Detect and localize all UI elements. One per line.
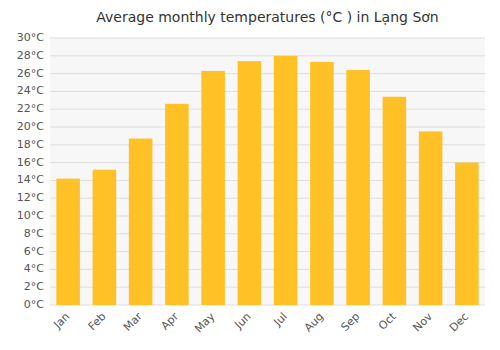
x-tick-label: Aug <box>302 310 326 334</box>
title: Average monthly temperatures (°C ) in Lạ… <box>96 9 438 25</box>
x-tick-label: Jan <box>50 310 72 332</box>
grid-line <box>50 73 485 74</box>
bars <box>56 56 478 305</box>
chart: 0°C 2°C 4°C 6°C 8°C 10°C 12°C 14°C 16°C 18°C 20°C 2… <box>0 0 500 350</box>
x-tick-label: Nov <box>410 310 435 335</box>
x-tick-label: Jul <box>271 310 290 329</box>
y-tick-label: 22°C <box>17 102 44 115</box>
y-tick-label: 4°C <box>24 262 44 275</box>
y-axis: 0°C 2°C 4°C 6°C 8°C 10°C 12°C 14°C 16°C 18°C 20°C 2… <box>17 31 485 311</box>
bar <box>201 71 225 305</box>
grid-line <box>50 38 485 39</box>
y-tick-label: 12°C <box>17 191 44 204</box>
y-tick-label: 30°C <box>17 31 44 44</box>
x-tick-label: Apr <box>158 310 181 333</box>
y-tick-label: 26°C <box>17 67 44 80</box>
bar <box>274 56 298 305</box>
grid-line <box>50 91 485 92</box>
bar <box>455 163 479 305</box>
bar <box>165 104 189 305</box>
bar <box>383 97 407 305</box>
y-tick-label: 6°C <box>24 245 44 258</box>
grid-line <box>50 127 485 128</box>
y-tick-label: 10°C <box>17 209 44 222</box>
y-tick-label: 0°C <box>24 298 44 311</box>
bar <box>56 179 80 305</box>
y-tick-label: 8°C <box>24 227 44 240</box>
y-tick-label: 2°C <box>24 280 44 293</box>
bar <box>93 170 117 305</box>
x-tick-label: Feb <box>86 310 109 333</box>
y-tick-label: 14°C <box>17 173 44 186</box>
bar <box>419 131 443 305</box>
x-tick-label: Mar <box>121 310 145 334</box>
x-axis: Jan Feb Mar Apr May Jun Jul Aug Sep Oct Nov Dec <box>50 310 471 336</box>
bar <box>129 139 153 305</box>
y-tick-label: 16°C <box>17 156 44 169</box>
plot-area <box>50 38 485 305</box>
grid-line <box>50 55 485 56</box>
x-tick-label: May <box>192 310 218 336</box>
y-tick-label: 28°C <box>17 49 44 62</box>
x-tick-label: Jun <box>232 310 254 332</box>
x-tick-label: Sep <box>339 310 363 334</box>
y-tick-label: 24°C <box>17 84 44 97</box>
x-tick-label: Dec <box>447 310 471 334</box>
y-tick-label: 18°C <box>17 138 44 151</box>
y-tick-label: 20°C <box>17 120 44 133</box>
bar <box>238 61 262 305</box>
bar <box>346 70 370 305</box>
bar <box>310 62 334 305</box>
grid-line <box>50 109 485 110</box>
x-tick-label: Oct <box>376 310 399 333</box>
